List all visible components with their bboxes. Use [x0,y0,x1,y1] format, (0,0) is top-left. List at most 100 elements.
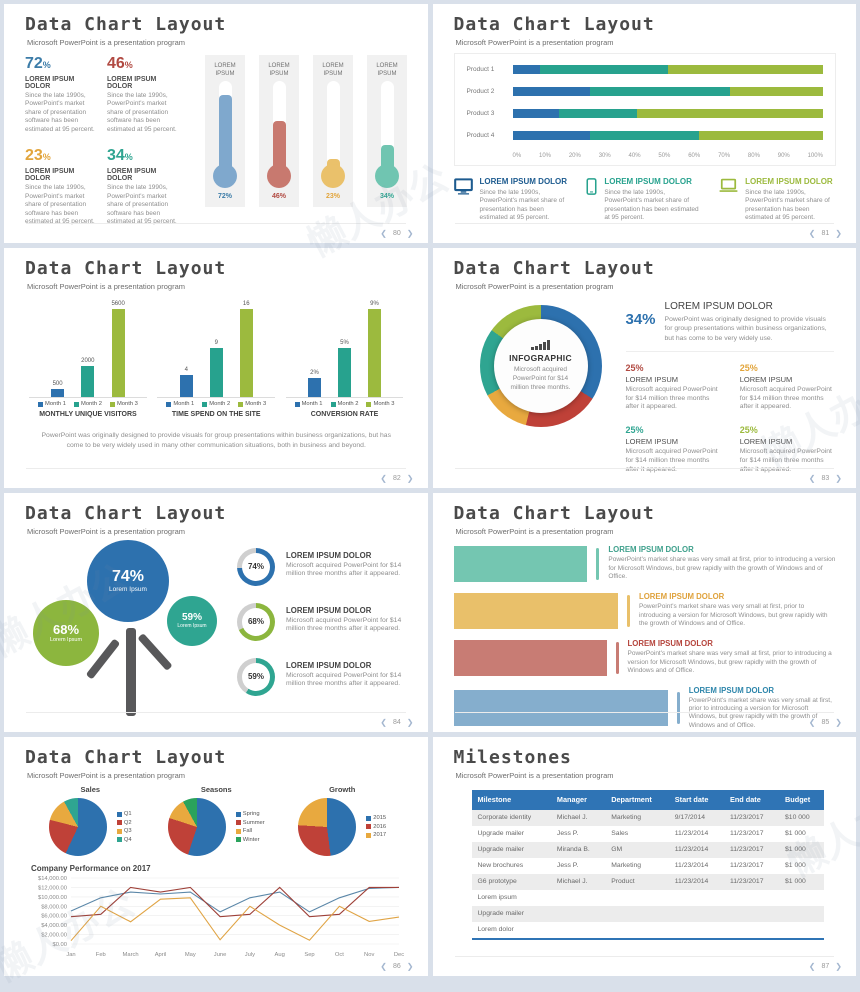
bar-wrapper: 5600 [111,301,125,398]
bar-wrapper: 5% [338,340,351,398]
gauge-row: 59% LOREM IPSUM DOLOR Microsoft acquired P… [237,657,408,696]
stacked-bar-row: Product 1 [467,65,824,74]
slide-title: Data Chart Layout [25,502,227,524]
hbar-row: LOREM IPSUM DOLOR PowerPoint's market sha… [453,545,837,583]
slide-title: Data Chart Layout [453,502,655,524]
svg-text:$0.00: $0.00 [52,942,67,948]
stat-grid: 72% LOREM IPSUM DOLOR Since the late 1990s… [25,55,179,226]
tree-branch-right [137,632,173,671]
svg-text:Aug: Aug [275,952,285,958]
stat-value: 25% [625,425,644,436]
next-arrow-icon: ❯ [406,962,414,971]
footer-divider [26,711,406,713]
legend-label: Month 3 [373,401,395,408]
gauge-row: 68% LOREM IPSUM DOLOR Microsoft acquired P… [237,602,408,641]
table-cell: Jess P. [556,862,579,870]
footer-divider [26,467,406,469]
chart-legend: Month 1 Month 2 Month 3 [157,401,275,407]
category-label: Product 1 [466,66,495,73]
chart-title: MONTHLY UNIQUE VISITORS [39,411,137,419]
thermometer-bulb [375,164,399,188]
legend-label: Spring [242,811,260,817]
pie-group: Growth 2015 2016 2017 [283,785,402,856]
gauge-value: 59% [242,662,270,691]
hbar-tick [676,691,680,724]
page-number: 82 [393,474,401,482]
legend-swatch [366,832,372,838]
bar-chart-cluster: 2% 5% 9% Month 1 Month 2 Month 3 CONVERSION RA… [285,301,404,418]
feature-heading: LOREM IPSUM DOLOR [604,177,692,186]
line-chart-svg: $14,000.00 $12,000.00 $10,000.00 $8,000.00 $… [38,876,404,958]
pie-title: Growth [329,784,356,794]
legend-item: Q4 [116,837,132,843]
svg-text:Sep: Sep [304,952,314,958]
page-number: 85 [821,718,830,726]
thermometer-label: LOREM IPSUM [376,63,398,78]
stat-heading: LOREM IPSUM [625,374,679,384]
donut-center-title: INFOGRAPHIC [509,353,572,364]
donut-chart: INFOGRAPHIC Microsoft acquired PowerPoin… [479,305,602,428]
table-row: Lorem ipsum [472,890,825,906]
axis-tick: 40% [628,153,641,159]
hbar-tick [596,547,600,580]
slide-subtitle: Microsoft PowerPoint is a presentation p… [27,770,185,780]
monitor-icon [453,178,473,200]
table-cell: Jess P. [556,830,579,838]
table-cell: 11/23/2017 [723,873,780,890]
slide-80-thermometers: Data Chart Layout Microsoft PowerPoint i… [4,4,428,244]
bar-segment [729,87,823,96]
thermometer-bulb [267,164,291,188]
slide-subtitle: Microsoft PowerPoint is a presentation p… [27,38,185,47]
table-cell [779,905,824,922]
footer-divider [454,956,834,957]
pie-chart [48,797,107,856]
pie-title: Sales [80,784,101,794]
legend-item: Q3 [116,828,132,834]
slide-subtitle: Microsoft PowerPoint is a presentation p… [455,526,614,536]
bar-value-label: 2000 [81,357,95,364]
stat-heading: LOREM IPSUM [739,374,793,384]
svg-text:April: April [155,952,167,958]
table-cell: G6 prototype [471,873,551,890]
svg-text:July: July [245,952,255,958]
stat-number: 46 [107,55,125,72]
feature-text: LOREM IPSUM DOLOR Since the late 1990s, P… [604,177,703,223]
bubble-74: 74% Lorem Ipsum [87,539,169,622]
gauge-value: 74% [242,552,270,581]
thermometer-value: 46% [271,193,286,200]
svg-text:May: May [185,952,196,958]
hbar-body: PowerPoint's market share was very small… [608,556,836,581]
stat-unit: % [42,152,51,163]
svg-text:$8,000.00: $8,000.00 [41,904,67,910]
stat-number: 72 [25,55,43,72]
legend-label: Month 1 [173,401,195,408]
thermometer-bulb [321,164,345,188]
table-cell [779,890,824,906]
slide-content: 72% LOREM IPSUM DOLOR Since the late 1990s… [25,55,408,226]
footer-divider [454,223,834,225]
table-cell: Upgrade mailer [471,905,551,922]
legend-swatch [166,401,172,407]
slide-87-milestones: Milestones Microsoft PowerPoint is a pre… [432,736,856,976]
legend-item: 2017 [366,832,386,838]
legend-swatch [38,401,44,407]
gauge-heading: LOREM IPSUM DOLOR [286,660,372,670]
thermometer: LOREM IPSUM 23% [313,55,353,207]
svg-text:$4,000.00: $4,000.00 [41,923,67,929]
bubble-value: 59% [181,612,202,623]
legend-swatch [366,824,372,830]
hbar-body: PowerPoint's market share was very small… [688,696,832,729]
axis-tick: 20% [568,153,581,159]
slide-subtitle: Microsoft PowerPoint is a presentation p… [27,282,185,292]
hbar-heading: LOREM IPSUM DOLOR [627,639,713,649]
stat-value: 23% [25,147,97,165]
table-cell: 9/17/2014 [668,809,724,826]
bar-segment [512,87,591,96]
table-cell [605,905,669,922]
prev-arrow-icon: ❮ [380,229,387,239]
legend-item: Month 2 [330,401,358,407]
legend-swatch [238,401,244,407]
bars-area: 500 2000 5600 [29,301,147,399]
table-cell: 11/23/2014 [674,862,709,870]
lead-value: 34% [625,311,656,329]
